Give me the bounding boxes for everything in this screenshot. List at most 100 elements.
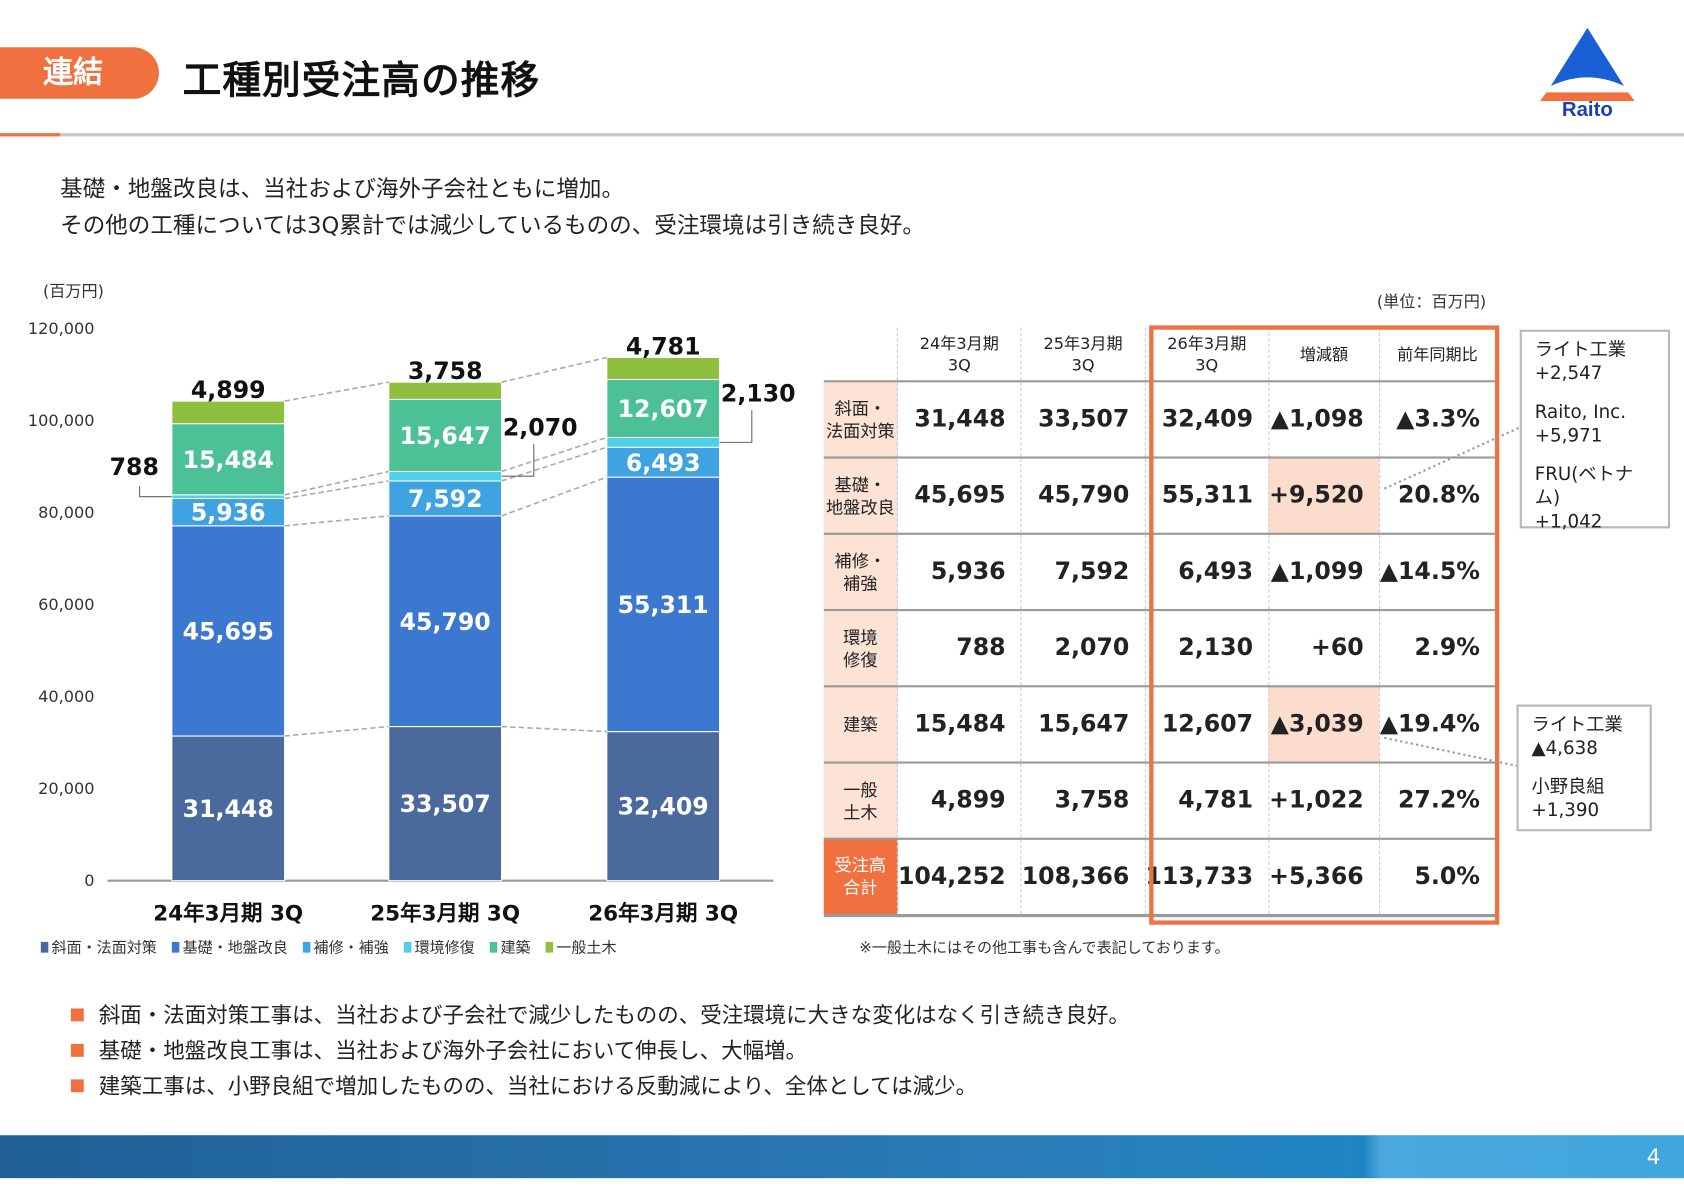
- row-label: 環境 修復: [823, 610, 898, 688]
- data-label: 788: [110, 453, 159, 481]
- bullet-2: 基礎・地盤改良工事は、当社および海外子会社において伸長し、大幅増。: [70, 1033, 807, 1064]
- bar-segment: [171, 423, 286, 496]
- data-label: 15,484: [183, 446, 274, 474]
- y-tick-label: 40,000: [38, 687, 94, 706]
- table-cell: 4,781: [1144, 762, 1269, 840]
- table-cell: 27.2%: [1378, 762, 1496, 840]
- leader-line: [501, 443, 535, 477]
- legend-swatch: [40, 941, 49, 953]
- table-cell: 15,484: [896, 686, 1022, 764]
- table-row: 環境 修復 788 2,070 2,130 +60 2.9%: [823, 610, 1496, 688]
- table-cell: 2,070: [1020, 610, 1145, 688]
- bar-segment: [606, 446, 721, 478]
- table-cell: 2.9%: [1378, 610, 1496, 688]
- legend-item: 補修・補強: [302, 940, 389, 957]
- legend-item: 環境修復: [403, 940, 475, 957]
- header-empty: [823, 327, 898, 383]
- connector-line: [284, 381, 389, 402]
- data-label: 6,493: [626, 449, 701, 477]
- legend-item: 斜面・法面対策: [40, 940, 157, 957]
- connector-line: [284, 470, 389, 496]
- connector-line: [501, 476, 608, 517]
- leader-line: [719, 410, 753, 443]
- svg-text:Raito: Raito: [1562, 99, 1613, 121]
- table-cell: 104,252: [896, 838, 1022, 917]
- y-axis-unit: (百万円): [42, 281, 104, 301]
- table-footnote: ※一般土木にはその他工事も含んで表記しております。: [859, 939, 1230, 957]
- data-label: 32,409: [618, 793, 709, 821]
- table-cell: +5,366: [1268, 838, 1380, 917]
- y-tick-label: 100,000: [28, 411, 95, 430]
- bar-segment: [388, 381, 503, 400]
- table-cell: 3,758: [1020, 762, 1145, 840]
- table-cell: ▲1,098: [1268, 381, 1380, 459]
- bar-segment: [171, 400, 286, 425]
- bar-segment: [171, 497, 286, 527]
- row-label: 受注高 合計: [823, 838, 898, 917]
- table-cell: ▲14.5%: [1378, 533, 1496, 612]
- table-cell: 45,695: [896, 457, 1022, 535]
- bullet-3: 建築工事は、小野良組で増加したものの、当社における反動減により、全体としては減少…: [70, 1069, 977, 1100]
- table-cell: ▲1,099: [1268, 533, 1380, 612]
- table-cell: 5,936: [896, 533, 1022, 612]
- row-label: 補修・ 補強: [823, 533, 898, 612]
- data-label: 4,781: [626, 332, 701, 360]
- data-label: 45,790: [400, 608, 491, 636]
- raito-logo: Raito: [1540, 27, 1635, 121]
- connector-line: [501, 725, 607, 733]
- bar-segment: [171, 525, 286, 737]
- table-cell: 32,409: [1144, 381, 1269, 459]
- legend-swatch: [545, 941, 554, 953]
- connector-line: [284, 515, 389, 527]
- legend-item: 基礎・地盤改良: [171, 940, 288, 957]
- connector-line: [284, 480, 389, 500]
- data-label: 31,448: [183, 795, 274, 823]
- y-tick-label: 80,000: [38, 503, 94, 522]
- page-number: 4: [1646, 1143, 1661, 1170]
- legend-swatch: [171, 941, 180, 953]
- bar-segment: [606, 436, 721, 448]
- data-label: 5,936: [191, 499, 266, 527]
- row-label: 建築: [823, 686, 898, 764]
- data-label: 2,070: [503, 413, 578, 441]
- table-cell: 55,311: [1144, 457, 1269, 535]
- header-fy26: 26年3月期 3Q: [1144, 327, 1269, 383]
- table-cell: 5.0%: [1378, 838, 1496, 917]
- bullet-1: 斜面・法面対策工事は、当社および子会社で減少したものの、受注環境に大きな変化はな…: [70, 998, 1130, 1029]
- table-cell: +60: [1268, 610, 1380, 688]
- callout-foundation: ライト工業 +2,547 Raito, Inc. +5,971 FRU(ベトナム) +…: [1519, 329, 1671, 533]
- lead-line-1: 基礎・地盤改良は、当社および海外子会社ともに増加。: [60, 176, 624, 202]
- connector-line: [501, 436, 608, 473]
- bar-segment: [388, 470, 503, 482]
- table-cell: 31,448: [896, 381, 1022, 459]
- data-label: 7,592: [408, 485, 483, 513]
- data-label: 12,607: [618, 395, 709, 423]
- highlight-frame: [1149, 325, 1500, 925]
- data-label: 55,311: [618, 591, 709, 619]
- table-cell: 12,607: [1144, 686, 1269, 764]
- page-title: 工種別受注高の推移: [182, 59, 541, 104]
- data-label: 33,507: [400, 790, 491, 818]
- header-fy24: 24年3月期 3Q: [896, 327, 1022, 383]
- x-tick-label: 24年3月期 3Q: [153, 900, 303, 926]
- table-row: 一般 土木 4,899 3,758 4,781 +1,022 27.2%: [823, 762, 1496, 840]
- table-row: 補修・ 補強 5,936 7,592 6,493 ▲1,099 ▲14.5%: [823, 533, 1496, 612]
- stacked-bar-chart: 0 20,000 40,000 60,000 80,000 100,000 120,000 2…: [28, 319, 796, 926]
- bar-segment: [606, 731, 721, 882]
- table-cell: 33,507: [1020, 381, 1145, 459]
- row-label: 一般 土木: [823, 762, 898, 840]
- table-cell: 108,366: [1020, 838, 1145, 917]
- header-fy25: 25年3月期 3Q: [1020, 327, 1145, 383]
- table-cell: 2,130: [1144, 610, 1269, 688]
- legend-item: 建築: [489, 940, 531, 957]
- table-cell: ▲3,039: [1268, 686, 1380, 764]
- y-tick-label: 20,000: [38, 779, 94, 798]
- row-label: 斜面・ 法面対策: [823, 381, 898, 459]
- lead-line-2: その他の工種については3Q累計では減少しているものの、受注環境は引き続き良好。: [60, 212, 925, 239]
- consolidated-tag: 連結: [0, 47, 159, 99]
- table-row: 受注高 合計 104,252 108,366 113,733 +5,366 5.0%: [823, 838, 1496, 917]
- footer-band: 4: [0, 1135, 1684, 1179]
- bar-segment: [606, 356, 721, 381]
- bar-segment: [388, 480, 503, 517]
